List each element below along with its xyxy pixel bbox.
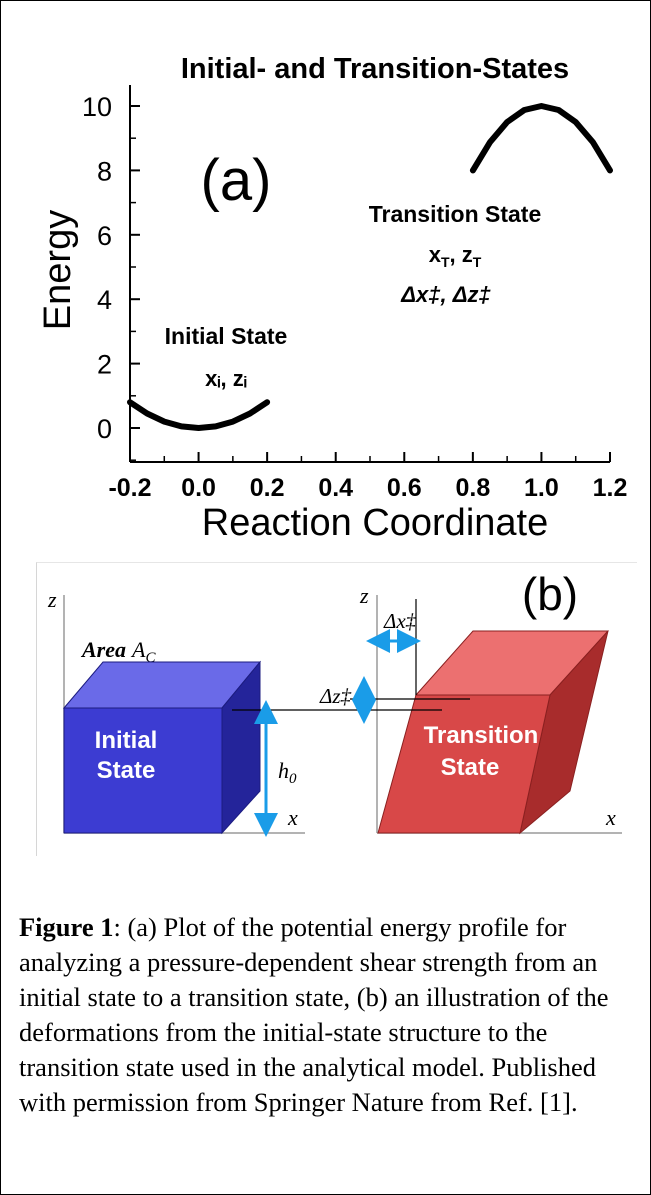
y-ticks [130, 105, 140, 461]
x-tick-labels: -0.2 0.0 0.2 0.4 0.6 0.8 1.0 1.2 [108, 474, 627, 502]
y-axis-label: Energy [37, 210, 79, 330]
initial-state-curve [127, 399, 271, 431]
x-tick-label: 0.0 [181, 474, 216, 502]
x-tick-label: -0.2 [108, 474, 151, 502]
x-tick-label: 1.2 [593, 474, 628, 502]
x-ticks [129, 452, 611, 462]
transition-state-vars: xT, zT [429, 242, 482, 270]
initial-state-block: Initial State [62, 660, 262, 835]
y-tick-label: 0 [97, 414, 112, 444]
figure-caption: Figure 1: (a) Plot of the potential ener… [19, 910, 631, 1120]
initial-block-text-2: State [97, 757, 156, 784]
initial-block-front [63, 707, 223, 834]
panel-b-frame [36, 562, 637, 856]
left-z-label: z [47, 587, 57, 612]
initial-block-text-1: Initial [95, 727, 158, 754]
transition-block-text-2: State [441, 754, 500, 781]
chart-title: Initial- and Transition-States [181, 53, 569, 85]
transition-state-block: Transition State [377, 630, 610, 835]
deformation-illustration: (b) z x z x Area AC Initial State Transit… [47, 568, 622, 837]
transition-state-deltas: Δx‡, Δz‡ [400, 282, 491, 307]
panel-a-label: (a) [201, 148, 272, 213]
x-tick-label: 0.6 [387, 474, 422, 502]
y-tick-label: 6 [97, 221, 112, 251]
y-tick-label: 8 [97, 156, 112, 186]
x-tick-label: 1.0 [524, 474, 559, 502]
delta-z-label: Δz‡ [319, 684, 351, 708]
x-tick-label: 0.2 [250, 474, 285, 502]
panel-b-label: (b) [522, 568, 578, 620]
transition-state-curve [469, 103, 613, 174]
x-tick-label: 0.8 [455, 474, 490, 502]
y-tick-label: 10 [82, 92, 112, 122]
energy-chart: Initial- and Transition-States (a) Energ… [37, 53, 627, 544]
caption-label: Figure 1 [19, 912, 114, 942]
y-tick-label: 4 [97, 285, 112, 315]
transition-block-text-1: Transition [424, 722, 539, 749]
left-x-label: x [287, 805, 298, 830]
x-tick-label: 0.4 [318, 474, 353, 502]
delta-x-label: Δx‡ [383, 609, 417, 633]
series-layer [127, 103, 613, 431]
caption-text: : (a) Plot of the potential energy profi… [19, 912, 609, 1117]
height-label: h0 [278, 758, 297, 787]
x-axis-label: Reaction Coordinate [202, 502, 548, 544]
right-z-label: z [359, 583, 369, 608]
transition-state-title: Transition State [369, 201, 542, 227]
area-label: Area AC [80, 637, 156, 666]
y-tick-label: 2 [97, 350, 112, 380]
initial-state-title: Initial State [165, 323, 288, 349]
initial-state-vars: xᵢ, zᵢ [205, 366, 247, 391]
y-tick-labels: 0 2 4 6 8 10 [82, 92, 112, 444]
right-x-label: x [605, 805, 616, 830]
transition-block-front [377, 694, 551, 834]
